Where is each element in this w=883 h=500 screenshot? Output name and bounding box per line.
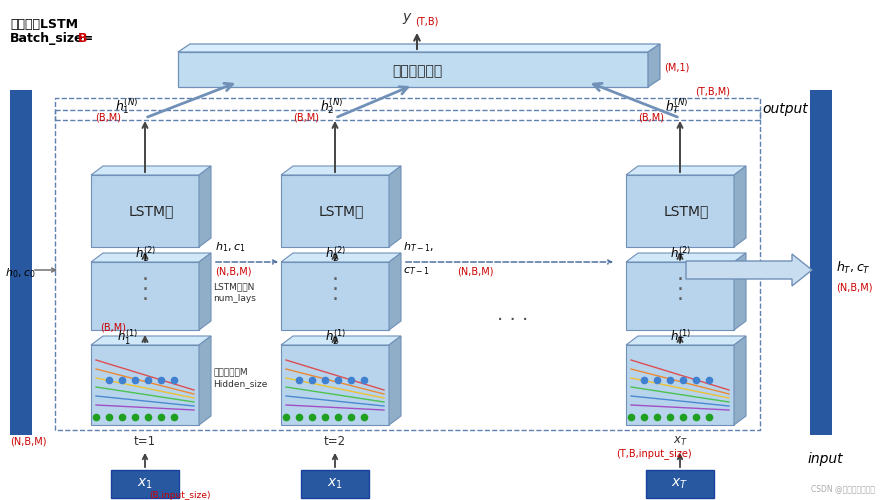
Polygon shape xyxy=(734,166,746,247)
Polygon shape xyxy=(648,44,660,87)
Text: $y$: $y$ xyxy=(403,11,413,26)
Text: $h_0, c_0$: $h_0, c_0$ xyxy=(5,266,35,280)
Polygon shape xyxy=(281,345,389,425)
Text: Hidden_size: Hidden_size xyxy=(213,379,268,388)
Text: $h_1^{(1)}$: $h_1^{(1)}$ xyxy=(117,328,139,346)
Text: (T,B,input_size): (T,B,input_size) xyxy=(616,448,691,459)
Text: $c_{T-1}$: $c_{T-1}$ xyxy=(403,265,430,277)
Polygon shape xyxy=(626,336,746,345)
Text: $h_{T-1},$: $h_{T-1},$ xyxy=(403,240,434,254)
Polygon shape xyxy=(199,253,211,330)
Polygon shape xyxy=(734,253,746,330)
Text: CSDN @永战的玛莎拉蒂: CSDN @永战的玛莎拉蒂 xyxy=(811,484,875,493)
Text: (N,B,M): (N,B,M) xyxy=(836,282,872,292)
Polygon shape xyxy=(91,336,211,345)
Polygon shape xyxy=(626,175,734,247)
Polygon shape xyxy=(686,254,812,286)
Text: (B,M): (B,M) xyxy=(100,322,126,332)
Text: ·: · xyxy=(676,290,683,310)
Text: $x_1$: $x_1$ xyxy=(327,477,343,491)
Polygon shape xyxy=(626,262,734,330)
Polygon shape xyxy=(281,262,389,330)
Polygon shape xyxy=(91,345,199,425)
Text: (B,M): (B,M) xyxy=(293,113,319,123)
Polygon shape xyxy=(91,175,199,247)
Polygon shape xyxy=(389,166,401,247)
Text: $h_1^{(N)}$: $h_1^{(N)}$ xyxy=(115,96,139,116)
Polygon shape xyxy=(281,166,401,175)
Text: input: input xyxy=(808,452,843,466)
Text: output: output xyxy=(762,102,808,116)
Polygon shape xyxy=(646,470,714,498)
Text: 隐藏节点数M: 隐藏节点数M xyxy=(213,367,247,376)
Polygon shape xyxy=(199,166,211,247)
Text: t=1: t=1 xyxy=(134,435,156,448)
Polygon shape xyxy=(281,175,389,247)
Text: ·: · xyxy=(331,280,338,300)
Text: ·: · xyxy=(141,270,148,290)
Text: (N,B,M): (N,B,M) xyxy=(215,267,252,277)
Polygon shape xyxy=(91,262,199,330)
Text: $h_2^{(1)}$: $h_2^{(1)}$ xyxy=(325,328,346,346)
Text: ·: · xyxy=(141,290,148,310)
Text: ·: · xyxy=(331,290,338,310)
Text: $h_1^{(2)}$: $h_1^{(2)}$ xyxy=(135,244,156,264)
Text: 假设单向LSTM: 假设单向LSTM xyxy=(10,18,78,31)
Text: (N,B,M): (N,B,M) xyxy=(10,437,47,447)
Text: ·: · xyxy=(676,270,683,290)
Text: · · ·: · · · xyxy=(497,310,529,330)
Polygon shape xyxy=(281,253,401,262)
Text: (B,M): (B,M) xyxy=(638,113,664,123)
Text: B: B xyxy=(78,32,87,45)
Text: $h_T, c_T$: $h_T, c_T$ xyxy=(836,260,871,276)
Text: ·: · xyxy=(676,280,683,300)
Text: (M,1): (M,1) xyxy=(664,62,690,72)
Text: (B,M): (B,M) xyxy=(95,112,121,122)
Text: $x_T$: $x_T$ xyxy=(671,477,689,491)
Text: Batch_size=: Batch_size= xyxy=(10,32,94,45)
Text: $h_2^{(2)}$: $h_2^{(2)}$ xyxy=(325,244,346,264)
Polygon shape xyxy=(389,336,401,425)
Polygon shape xyxy=(91,253,211,262)
Text: $x_1$: $x_1$ xyxy=(137,477,153,491)
Polygon shape xyxy=(734,336,746,425)
Text: $h_2^{(N)}$: $h_2^{(N)}$ xyxy=(320,96,343,116)
Text: $h_T^{(N)}$: $h_T^{(N)}$ xyxy=(665,96,689,116)
Text: $h_1, c_1$: $h_1, c_1$ xyxy=(215,240,245,254)
Text: $h_T^{(2)}$: $h_T^{(2)}$ xyxy=(670,244,691,264)
Text: $x_T$: $x_T$ xyxy=(673,435,688,448)
Text: LSTM块数N: LSTM块数N xyxy=(213,282,254,291)
Text: LSTM块: LSTM块 xyxy=(318,204,364,218)
Polygon shape xyxy=(111,470,179,498)
Text: (B,input_size): (B,input_size) xyxy=(149,491,210,500)
Polygon shape xyxy=(281,336,401,345)
Text: num_lays: num_lays xyxy=(213,294,256,303)
Text: LSTM块: LSTM块 xyxy=(128,204,174,218)
Text: ·: · xyxy=(331,270,338,290)
Polygon shape xyxy=(389,253,401,330)
Polygon shape xyxy=(626,166,746,175)
Text: 线性全连接层: 线性全连接层 xyxy=(392,64,442,78)
Text: (N,B,M): (N,B,M) xyxy=(457,267,494,277)
Text: LSTM块: LSTM块 xyxy=(663,204,709,218)
Polygon shape xyxy=(301,470,369,498)
Polygon shape xyxy=(91,166,211,175)
Polygon shape xyxy=(10,90,32,435)
Polygon shape xyxy=(199,336,211,425)
Text: $h_T^{(1)}$: $h_T^{(1)}$ xyxy=(670,328,691,346)
Text: (T,B,M): (T,B,M) xyxy=(695,86,730,96)
Text: (T,B): (T,B) xyxy=(415,16,438,26)
Polygon shape xyxy=(626,345,734,425)
Text: t=2: t=2 xyxy=(324,435,346,448)
Polygon shape xyxy=(626,253,746,262)
Text: ·: · xyxy=(141,280,148,300)
Polygon shape xyxy=(810,90,832,435)
Polygon shape xyxy=(178,52,648,87)
Polygon shape xyxy=(178,44,660,52)
